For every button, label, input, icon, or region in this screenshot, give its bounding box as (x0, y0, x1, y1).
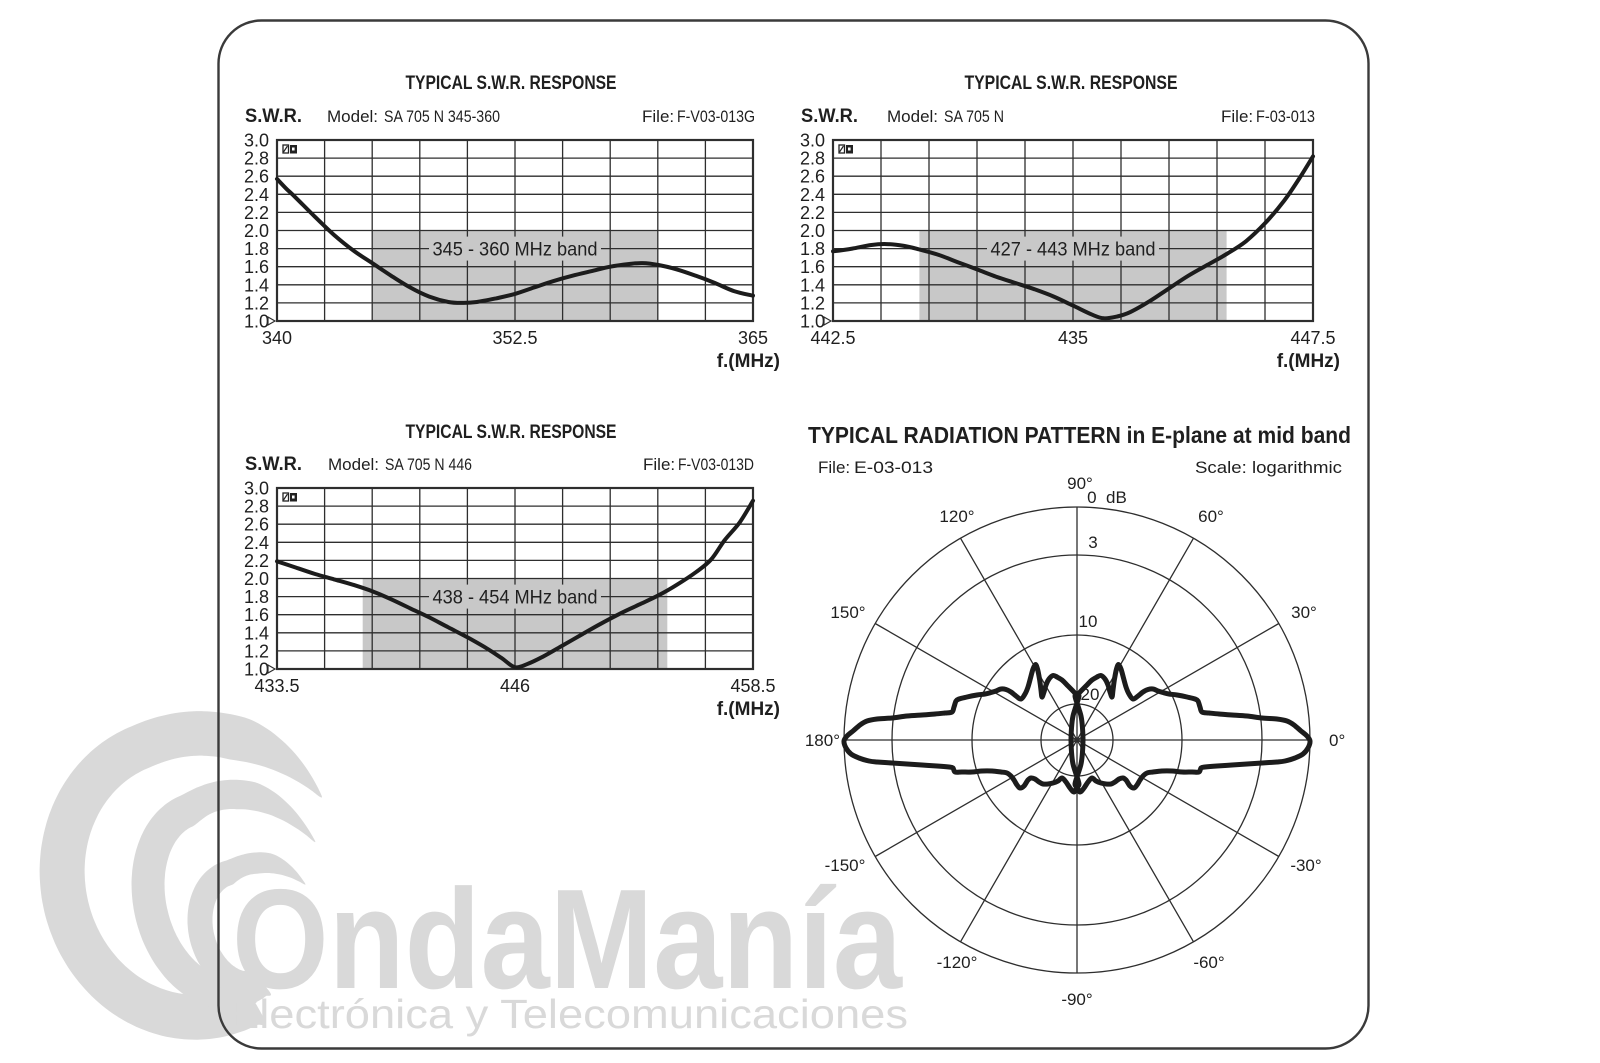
svg-text:3.0: 3.0 (244, 131, 269, 151)
svg-text:1.0: 1.0 (244, 312, 269, 332)
svg-text:OndaManía: OndaManía (232, 860, 903, 1019)
svg-text:2.2: 2.2 (800, 203, 825, 223)
svg-text:Model:: Model: (328, 455, 379, 474)
svg-text:Model:: Model: (327, 107, 378, 126)
svg-text:447.5: 447.5 (1290, 328, 1335, 348)
svg-text:Scale: logarithmic: Scale: logarithmic (1195, 458, 1343, 477)
svg-text:2.4: 2.4 (800, 185, 825, 205)
svg-text:0 dB: 0 dB (1087, 488, 1127, 507)
svg-text:SA 705 N: SA 705 N (944, 107, 1004, 126)
svg-text:1.0: 1.0 (800, 312, 825, 332)
svg-text:438 - 454 MHz band: 438 - 454 MHz band (433, 587, 598, 609)
svg-text:435: 435 (1058, 328, 1088, 348)
svg-text:458.5: 458.5 (730, 676, 775, 696)
svg-text:1.8: 1.8 (800, 239, 825, 259)
svg-text:120°: 120° (939, 507, 974, 526)
svg-text:340: 340 (262, 328, 292, 348)
svg-text:File:: File: (643, 455, 675, 474)
svg-text:2.8: 2.8 (800, 149, 825, 169)
svg-text:1.4: 1.4 (800, 275, 825, 295)
svg-text:f.(MHz): f.(MHz) (1277, 351, 1340, 372)
svg-text:433.5: 433.5 (254, 676, 299, 696)
svg-text:-90°: -90° (1061, 990, 1092, 1009)
svg-text:1.6: 1.6 (800, 257, 825, 277)
svg-text:1.2: 1.2 (800, 293, 825, 313)
svg-text:1.2: 1.2 (244, 641, 269, 661)
svg-text:F-V03-013G: F-V03-013G (677, 107, 755, 126)
svg-text:-30°: -30° (1290, 856, 1321, 875)
svg-text:1.6: 1.6 (244, 605, 269, 625)
svg-text:S.W.R.: S.W.R. (245, 454, 302, 475)
svg-text:1.0: 1.0 (244, 660, 269, 680)
svg-text:F-03-013: F-03-013 (1256, 107, 1315, 126)
svg-text:F-V03-013D: F-V03-013D (678, 455, 754, 474)
svg-text:S.W.R.: S.W.R. (245, 106, 302, 127)
svg-text:180°: 180° (805, 731, 840, 750)
svg-text:2.6: 2.6 (800, 167, 825, 187)
svg-text:30°: 30° (1291, 603, 1317, 622)
svg-text:E-03-013: E-03-013 (854, 458, 933, 477)
svg-text:-60°: -60° (1193, 953, 1224, 972)
svg-text:f.(MHz): f.(MHz) (717, 351, 780, 372)
svg-text:0°: 0° (1329, 731, 1345, 750)
svg-text:2.8: 2.8 (244, 497, 269, 517)
svg-text:f.(MHz): f.(MHz) (717, 699, 780, 720)
svg-text:10: 10 (1079, 612, 1098, 631)
svg-text:2.6: 2.6 (244, 167, 269, 187)
svg-text:TYPICAL S.W.R. RESPONSE: TYPICAL S.W.R. RESPONSE (406, 73, 617, 94)
svg-text:-150°: -150° (825, 856, 866, 875)
svg-text:Model:: Model: (887, 107, 938, 126)
svg-text:2.2: 2.2 (244, 203, 269, 223)
svg-text:1.6: 1.6 (244, 257, 269, 277)
svg-text:1.8: 1.8 (244, 239, 269, 259)
svg-text:2.6: 2.6 (244, 515, 269, 535)
svg-text:1.8: 1.8 (244, 587, 269, 607)
svg-text:90°: 90° (1067, 474, 1093, 493)
svg-text:1.4: 1.4 (244, 623, 269, 643)
svg-text:File:: File: (1221, 107, 1253, 126)
svg-text:427 - 443 MHz band: 427 - 443 MHz band (991, 239, 1156, 261)
svg-text:446: 446 (500, 676, 530, 696)
svg-text:3: 3 (1088, 533, 1097, 552)
svg-text:60°: 60° (1198, 507, 1224, 526)
svg-text:2.4: 2.4 (244, 533, 269, 553)
svg-text:File:: File: (642, 107, 674, 126)
svg-text:2.0: 2.0 (244, 221, 269, 241)
svg-text:Électrónica y Telecomunicacion: Électrónica y Telecomunicaciones (229, 991, 908, 1037)
svg-text:TYPICAL S.W.R. RESPONSE: TYPICAL S.W.R. RESPONSE (965, 73, 1178, 94)
svg-text:2.8: 2.8 (244, 149, 269, 169)
svg-text:345 - 360 MHz band: 345 - 360 MHz band (433, 239, 598, 261)
svg-text:442.5: 442.5 (810, 328, 855, 348)
svg-text:2.2: 2.2 (244, 551, 269, 571)
svg-text:1.2: 1.2 (244, 293, 269, 313)
svg-text:SA 705 N 446: SA 705 N 446 (385, 455, 472, 474)
svg-text:-120°: -120° (937, 953, 978, 972)
svg-text:File:: File: (818, 458, 850, 477)
svg-text:352.5: 352.5 (492, 328, 537, 348)
svg-text:2.0: 2.0 (800, 221, 825, 241)
svg-text:2.0: 2.0 (244, 569, 269, 589)
svg-text:150°: 150° (830, 603, 865, 622)
svg-text:S.W.R.: S.W.R. (801, 106, 858, 127)
svg-text:TYPICAL RADIATION PATTERN in E: TYPICAL RADIATION PATTERN in E-plane at … (808, 422, 1351, 448)
svg-text:3.0: 3.0 (244, 479, 269, 499)
svg-text:1.4: 1.4 (244, 275, 269, 295)
svg-text:2.4: 2.4 (244, 185, 269, 205)
svg-text:TYPICAL S.W.R. RESPONSE: TYPICAL S.W.R. RESPONSE (406, 422, 617, 443)
svg-text:3.0: 3.0 (800, 131, 825, 151)
svg-text:365: 365 (738, 328, 768, 348)
svg-text:SA 705 N 345-360: SA 705 N 345-360 (384, 107, 500, 126)
